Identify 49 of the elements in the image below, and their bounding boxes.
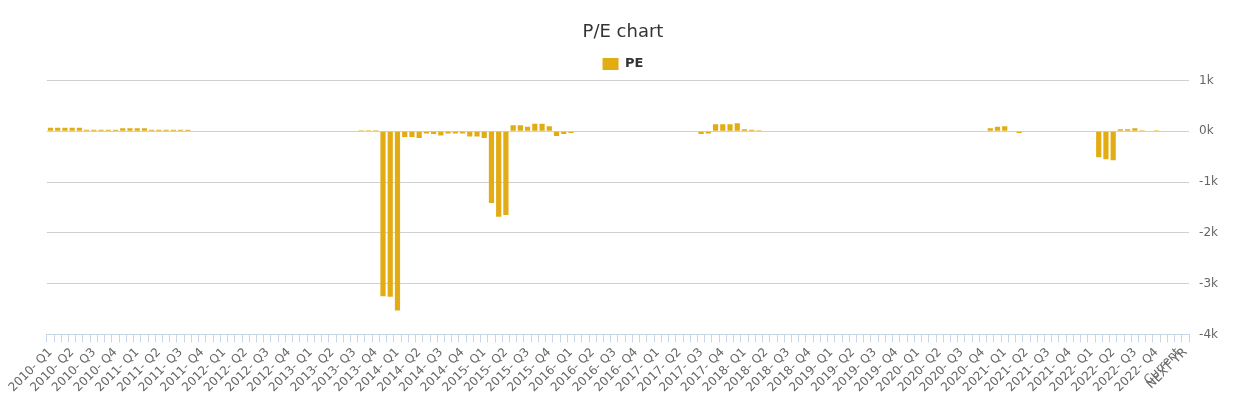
bar (496, 131, 502, 217)
bar (1132, 128, 1138, 131)
bar (1110, 131, 1116, 161)
bar (416, 131, 422, 138)
bar (1002, 126, 1008, 131)
bar (134, 128, 140, 131)
bar (712, 124, 719, 131)
bar (698, 131, 704, 134)
bar (503, 131, 509, 216)
bar (481, 131, 487, 138)
bar (553, 131, 560, 136)
bar (727, 124, 733, 131)
bar (127, 128, 133, 131)
bar (394, 131, 401, 311)
bar (387, 131, 393, 297)
bar (431, 131, 437, 134)
bar (561, 131, 567, 134)
y-tick-label: -3k (1199, 275, 1219, 290)
bar (546, 126, 552, 131)
bar (55, 127, 61, 131)
bar (380, 131, 386, 297)
bar (474, 131, 480, 137)
bar (76, 127, 82, 131)
bar (488, 131, 495, 203)
bar (517, 125, 523, 131)
bar (402, 131, 408, 137)
bar (994, 126, 1001, 131)
bar (47, 127, 54, 131)
bar (539, 123, 545, 131)
chart-title: P/E chart (582, 20, 664, 42)
bar (532, 123, 538, 131)
bar (1103, 131, 1109, 160)
bar (120, 128, 126, 131)
bar (525, 126, 531, 131)
legend-label: PE (625, 55, 644, 71)
bar (62, 127, 68, 131)
bar (720, 124, 726, 131)
bar (510, 125, 516, 131)
y-tick-label: -4k (1199, 326, 1219, 341)
bar (141, 128, 148, 131)
y-tick-label: 0k (1199, 123, 1214, 138)
bar (734, 123, 740, 131)
bar (69, 127, 75, 131)
y-tick-label: -2k (1199, 225, 1219, 239)
y-tick-label: -1k (1199, 174, 1219, 189)
bar (987, 128, 993, 131)
y-tick-label: 1k (1199, 72, 1214, 87)
bar (409, 131, 415, 137)
bar (1096, 131, 1102, 158)
